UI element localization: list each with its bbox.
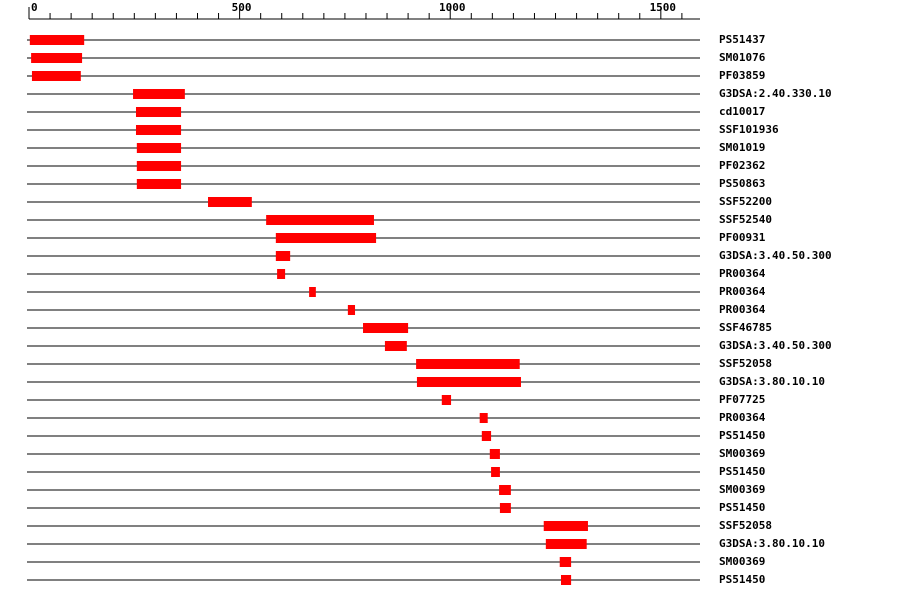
row-label: PR00364 <box>719 285 766 298</box>
domain-bar <box>309 287 316 297</box>
row-label: PS51450 <box>719 501 765 514</box>
domain-bar <box>31 71 81 81</box>
domain-bar <box>29 35 85 45</box>
domain-bar <box>135 107 182 117</box>
row-label: SSF52058 <box>719 357 772 370</box>
x-tick-label: 0 <box>31 1 38 14</box>
domain-bar <box>499 503 511 513</box>
x-tick-label: 1500 <box>650 1 677 14</box>
domain-bar <box>489 449 500 459</box>
row-label: PF03859 <box>719 69 765 82</box>
domain-bar <box>441 395 452 405</box>
row-label: SM00369 <box>719 483 765 496</box>
domain-bar <box>31 53 83 63</box>
domain-bar <box>560 575 572 585</box>
row-label: SSF52540 <box>719 213 772 226</box>
row-label: PR00364 <box>719 267 766 280</box>
row-label: G3DSA:3.80.10.10 <box>719 537 825 550</box>
domain-bar <box>481 431 492 441</box>
row-label: SM00369 <box>719 555 765 568</box>
domain-bar <box>208 197 252 207</box>
domain-bar <box>416 359 520 369</box>
domain-bar <box>135 125 182 135</box>
row-label: PF02362 <box>719 159 765 172</box>
domain-bar <box>491 467 500 477</box>
row-label: PS51450 <box>719 573 765 586</box>
domain-bar <box>136 161 182 171</box>
domain-bar <box>266 215 374 225</box>
row-label: SM01019 <box>719 141 765 154</box>
x-tick-label: 1000 <box>439 1 466 14</box>
domain-bar <box>543 521 588 531</box>
domain-bar <box>384 341 407 351</box>
row-label: PF00931 <box>719 231 766 244</box>
domain-bar <box>277 269 286 279</box>
row-label: cd10017 <box>719 105 765 118</box>
row-label: SSF52058 <box>719 519 772 532</box>
row-label: SSF46785 <box>719 321 772 334</box>
row-label: PS51450 <box>719 429 765 442</box>
row-label: PS50863 <box>719 177 765 190</box>
domain-bar <box>275 233 377 243</box>
row-label: PS51437 <box>719 33 765 46</box>
row-label: G3DSA:3.40.50.300 <box>719 249 832 262</box>
row-label: PF07725 <box>719 393 765 406</box>
row-label: SM01076 <box>719 51 766 64</box>
domain-bar <box>363 323 409 333</box>
row-label: G3DSA:3.40.50.300 <box>719 339 832 352</box>
domain-bar <box>545 539 587 549</box>
domain-bar <box>499 485 511 495</box>
domain-bar <box>479 413 488 423</box>
row-label: PR00364 <box>719 411 766 424</box>
domain-bar <box>136 179 182 189</box>
row-label: PR00364 <box>719 303 766 316</box>
row-label: SM00369 <box>719 447 765 460</box>
row-label: PS51450 <box>719 465 765 478</box>
domain-bar <box>133 89 185 99</box>
row-label: SSF52200 <box>719 195 772 208</box>
row-label: G3DSA:3.80.10.10 <box>719 375 825 388</box>
row-label: SSF101936 <box>719 123 779 136</box>
domain-bar <box>136 143 182 153</box>
domain-bar <box>559 557 572 567</box>
domain-bar <box>347 305 356 315</box>
row-label: G3DSA:2.40.330.10 <box>719 87 832 100</box>
x-tick-label: 500 <box>232 1 252 14</box>
domain-bar <box>416 377 521 387</box>
domain-bar <box>275 251 291 261</box>
